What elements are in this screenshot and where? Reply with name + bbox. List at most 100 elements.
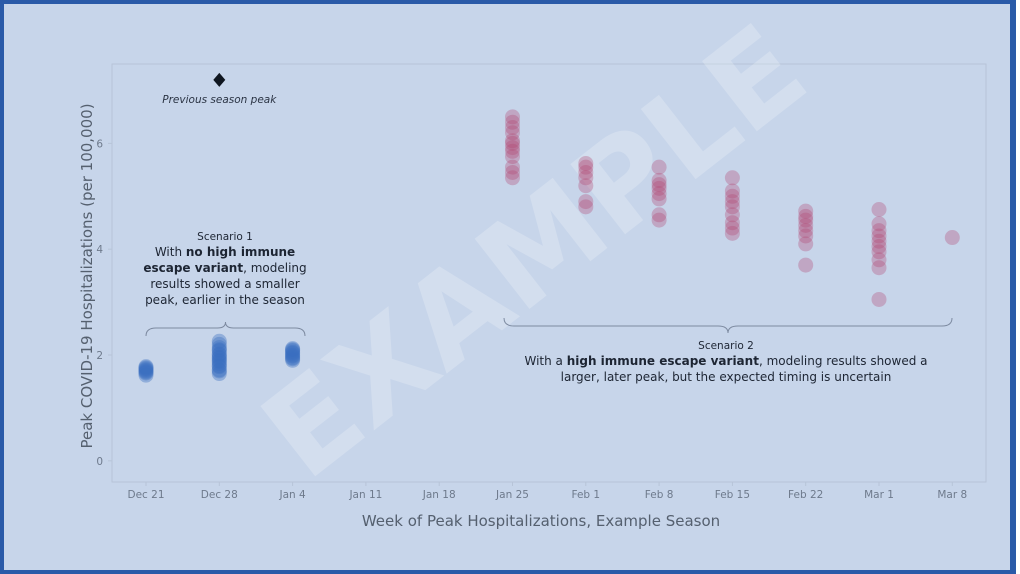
y-tick-label: 6 xyxy=(96,138,103,150)
scenario2-point xyxy=(505,109,520,125)
scenario1-line: results showed a smaller xyxy=(150,277,299,291)
previous-peak-diamond-icon xyxy=(213,72,226,87)
x-tick-label: Feb 22 xyxy=(788,489,823,501)
scenario1-point xyxy=(211,352,227,368)
scenario2-point xyxy=(578,159,594,175)
scenario1-point xyxy=(211,366,227,382)
y-axis-title: Peak COVID-19 Hospitalizations (per 100,… xyxy=(78,103,96,448)
y-tick-label: 4 xyxy=(96,244,103,256)
scenario2-line: larger, later peak, but the expected tim… xyxy=(561,370,892,384)
x-axis-title: Week of Peak Hospitalizations, Example S… xyxy=(362,512,720,530)
scenario2-point xyxy=(798,236,814,252)
scenario1-point xyxy=(211,347,227,363)
scenario2-point xyxy=(651,177,667,193)
scenario1-brace xyxy=(145,321,306,337)
scenario1-line: peak, earlier in the season xyxy=(145,293,305,307)
scenario1-point xyxy=(211,340,227,356)
scenario2-point xyxy=(578,164,594,180)
scenario1-point xyxy=(211,359,227,375)
x-tick-label: Jan 11 xyxy=(348,489,382,501)
scenario1-point xyxy=(285,343,301,359)
scenario2-point xyxy=(651,191,667,207)
scenario2-point xyxy=(505,143,520,159)
scenario2-brace xyxy=(503,317,953,334)
scenario2-point xyxy=(578,155,594,171)
scenario1-point xyxy=(211,363,227,379)
scenario2-text: larger, later peak, but the expected tim… xyxy=(561,370,892,384)
scenario2-point xyxy=(724,188,740,204)
x-tick-label: Jan 18 xyxy=(422,489,456,501)
scenario1-point xyxy=(211,358,227,374)
previous-peak-label: Previous season peak xyxy=(162,94,277,106)
scenario1-line: With no high immune xyxy=(155,245,295,259)
scenario2-point xyxy=(724,194,740,210)
scenario2-text: With a xyxy=(524,354,566,368)
scenario2-point xyxy=(505,140,520,156)
scenario2-point xyxy=(944,230,960,246)
scenario2-point xyxy=(651,207,667,223)
scenario1-text: With xyxy=(155,245,186,259)
scenario2-point xyxy=(871,202,887,218)
scenario1-point xyxy=(285,350,301,366)
scenario1-point xyxy=(211,349,227,365)
scenario2-point xyxy=(651,212,667,228)
scenario1-text: results showed a smaller xyxy=(150,277,299,291)
y-tick-label: 2 xyxy=(96,350,103,362)
scenario2-point xyxy=(505,149,520,165)
scenario1-point xyxy=(138,367,154,383)
scenario2-point xyxy=(505,133,520,149)
scenario1-point xyxy=(211,333,227,349)
scenario1-point xyxy=(211,346,227,362)
x-tick-label: Jan 25 xyxy=(495,489,529,501)
scenario2-point xyxy=(798,228,814,244)
scenario2-point xyxy=(798,257,814,273)
x-tick-label: Mar 8 xyxy=(937,489,967,501)
scenario1-text: peak, earlier in the season xyxy=(145,293,305,307)
scenario2-point xyxy=(505,159,520,175)
scenario1-point xyxy=(285,342,301,358)
x-tick-label: Feb 8 xyxy=(645,489,674,501)
scenario2-point xyxy=(505,119,520,135)
scenario2-point xyxy=(724,207,740,223)
scenario1-line: escape variant, modeling xyxy=(143,261,306,275)
scenario1-text: no high immune xyxy=(186,245,295,259)
scenario1-point xyxy=(138,361,154,377)
scenario2-title: Scenario 2 xyxy=(698,340,754,352)
scenario2-point xyxy=(578,178,594,194)
scenario2-point xyxy=(871,244,887,260)
scenario2-point xyxy=(724,215,740,231)
scenario1-point xyxy=(211,362,227,378)
scenario2-point xyxy=(798,212,814,228)
scenario2-text: high immune escape variant xyxy=(567,354,759,368)
scenario1-point xyxy=(211,343,227,359)
scenario1-point xyxy=(211,336,227,352)
scenario1-point xyxy=(285,344,301,360)
scenario2-text: , modeling results showed a xyxy=(759,354,928,368)
scenario2-point xyxy=(798,208,814,224)
scenario2-point xyxy=(871,216,887,232)
scenario1-text: escape variant xyxy=(143,261,243,275)
scenario2-point xyxy=(651,159,667,175)
scenario1-point xyxy=(211,353,227,369)
scenario1-point xyxy=(138,364,154,380)
scenario1-point xyxy=(138,362,154,378)
scenario1-text: , modeling xyxy=(243,261,307,275)
scenario2-point xyxy=(871,228,887,244)
scenario2-point xyxy=(871,291,887,307)
scenario1-title: Scenario 1 xyxy=(197,231,253,243)
x-tick-label: Dec 28 xyxy=(201,489,238,501)
scenario1-point xyxy=(285,352,301,368)
scenario2-point xyxy=(724,170,740,186)
plot-area xyxy=(111,63,987,483)
scenario2-point xyxy=(651,180,667,196)
scenario2-point xyxy=(505,170,520,186)
x-tick-label: Jan 4 xyxy=(278,489,306,501)
scenario2-point xyxy=(871,252,887,268)
scenario2-point xyxy=(578,199,594,215)
scenario2-point xyxy=(871,223,887,239)
scenario1-point xyxy=(138,363,154,379)
scenario2-point xyxy=(651,186,667,202)
scenario2-line: With a high immune escape variant, model… xyxy=(524,354,927,368)
